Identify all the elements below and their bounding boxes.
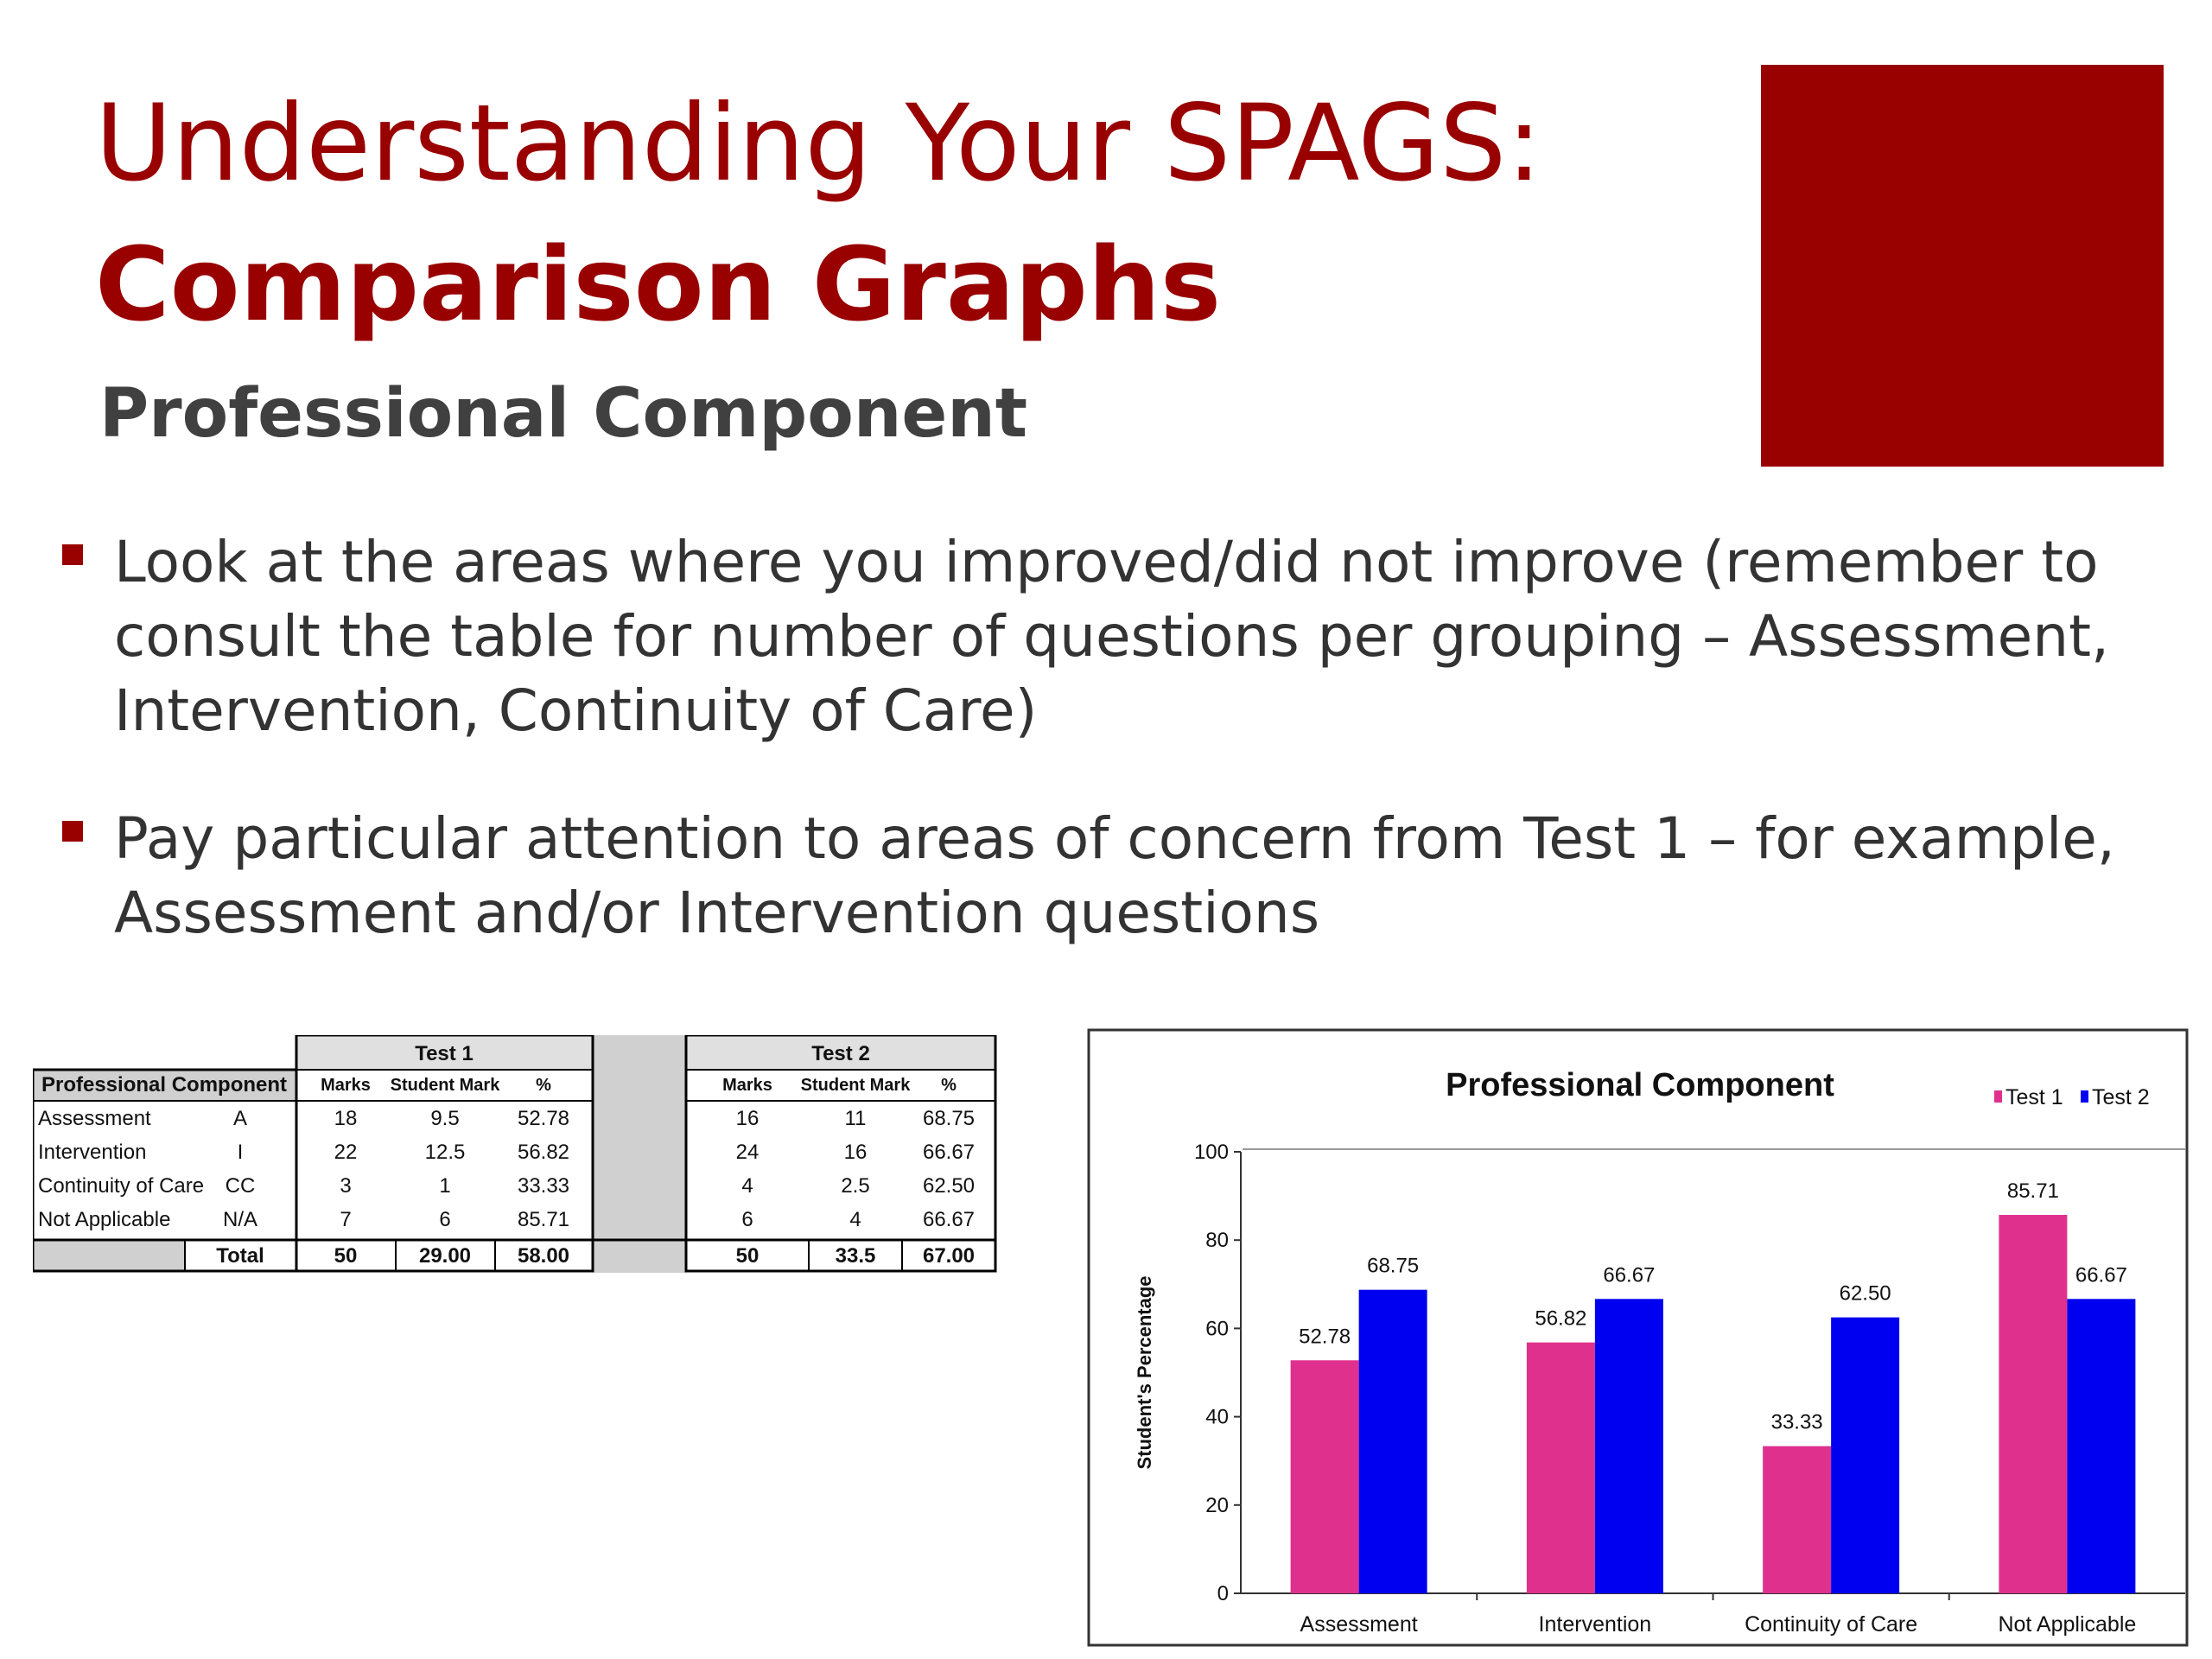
bar-test-2 xyxy=(1358,1289,1427,1593)
bar-test-1 xyxy=(1526,1342,1595,1593)
legend-label: Test 1 xyxy=(2005,1085,2063,1109)
bar-data-label: 56.82 xyxy=(1535,1307,1586,1331)
slide-title-line2: Comparison Graphs xyxy=(95,225,1222,344)
table-cell: 16 xyxy=(843,1141,868,1164)
table-cell: 6 xyxy=(439,1208,451,1231)
bar-data-label: 33.33 xyxy=(1771,1411,1823,1434)
bar-data-label: 62.50 xyxy=(1840,1282,1891,1306)
table-grid xyxy=(33,1035,997,1273)
bullet-list: Look at the areas where you improved/did… xyxy=(60,525,2152,1004)
table-cell: 4 xyxy=(741,1174,753,1198)
legend-swatch xyxy=(2081,1090,2088,1103)
bar-test-2 xyxy=(1594,1299,1663,1593)
bar-test-2 xyxy=(1831,1317,1900,1593)
table-total-cell: 33.5 xyxy=(835,1244,876,1268)
table-total-cell: 67.00 xyxy=(922,1244,976,1268)
bar-test-1 xyxy=(1763,1446,1832,1593)
table-row-name: Continuity of Care xyxy=(38,1174,205,1198)
x-tick-label: Assessment xyxy=(1300,1612,1418,1637)
table-col-marks: Marks xyxy=(722,1076,772,1095)
table-total-label: Total xyxy=(216,1244,264,1268)
y-tick-label: 80 xyxy=(1205,1229,1229,1252)
table-row-code: CC xyxy=(225,1174,256,1198)
bar-test-2 xyxy=(2067,1299,2136,1593)
chart-title: Professional Component xyxy=(1446,1067,1834,1103)
table-cell: 62.50 xyxy=(922,1174,976,1198)
table-test2-header: Test 2 xyxy=(811,1042,870,1065)
bar-data-label: 85.71 xyxy=(2007,1179,2059,1203)
bullet-text: Pay particular attention to areas of con… xyxy=(114,805,2115,946)
table-cell: 16 xyxy=(735,1107,760,1130)
table-total-cell: 29.00 xyxy=(418,1244,472,1268)
table-row-name: Not Applicable xyxy=(38,1208,171,1231)
table-cell: 68.75 xyxy=(922,1107,976,1130)
table-cell: 24 xyxy=(735,1141,760,1164)
table-cell: 12.5 xyxy=(424,1141,466,1164)
y-tick-label: 0 xyxy=(1217,1582,1229,1605)
table-cell: 52.78 xyxy=(517,1107,570,1130)
bar-test-1 xyxy=(1999,1215,2068,1593)
table-cell: 3 xyxy=(340,1174,352,1198)
y-tick-label: 40 xyxy=(1205,1406,1229,1429)
accent-block xyxy=(1761,65,2164,467)
table-total-cell: 50 xyxy=(334,1244,358,1268)
table-cell: 9.5 xyxy=(430,1107,460,1130)
table-cell: 22 xyxy=(334,1141,358,1164)
table-col-percent: % xyxy=(941,1076,957,1095)
bar-chart-svg: Professional Component Test 1 Test 2 0 20 40 6… xyxy=(1087,1028,2189,1647)
comparison-table: Test 1 Test 2 Professional Component Mar… xyxy=(33,1035,997,1273)
bar-data-label: 68.75 xyxy=(1367,1255,1419,1278)
legend-swatch xyxy=(1994,1090,2002,1103)
x-tick-label: Not Applicable xyxy=(1998,1612,2136,1637)
bullet-square-icon xyxy=(62,544,83,565)
y-tick-label: 60 xyxy=(1205,1317,1229,1340)
legend-label: Test 2 xyxy=(2092,1085,2150,1109)
table-col-student-mark: Student Mark xyxy=(800,1076,911,1095)
table-row-code: N/A xyxy=(222,1208,258,1231)
table-total-cell: 58.00 xyxy=(517,1244,570,1268)
table-total-cell: 50 xyxy=(735,1244,760,1268)
bullet-item: Pay particular attention to areas of con… xyxy=(60,802,2152,950)
bar-data-label: 66.67 xyxy=(2075,1263,2127,1287)
table-cell: 1 xyxy=(439,1174,451,1198)
table-col-marks: Marks xyxy=(321,1076,371,1095)
table-cell: 4 xyxy=(849,1208,861,1231)
table-test1-header: Test 1 xyxy=(415,1042,474,1065)
table-row-code: A xyxy=(232,1107,248,1130)
y-tick-label: 20 xyxy=(1205,1494,1229,1517)
table-cell: 11 xyxy=(844,1107,867,1130)
table-row-name: Intervention xyxy=(38,1141,147,1164)
table-row-code: I xyxy=(237,1141,244,1164)
y-axis-label: Student's Percentage xyxy=(1134,1275,1155,1469)
bar-test-1 xyxy=(1290,1360,1359,1593)
x-tick-label: Continuity of Care xyxy=(1745,1612,1917,1637)
bar-chart: Professional Component Test 1 Test 2 0 20 40 6… xyxy=(1087,1028,2189,1647)
slide-title-line1: Understanding Your SPAGS: xyxy=(95,82,1542,205)
table-col-percent: % xyxy=(536,1076,551,1095)
bullet-text: Look at the areas where you improved/did… xyxy=(114,529,2109,744)
table-cell: 7 xyxy=(340,1208,352,1231)
x-tick-label: Intervention xyxy=(1539,1612,1652,1637)
slide-subtitle: Professional Component xyxy=(99,375,1028,453)
bar-data-label: 66.67 xyxy=(1603,1263,1655,1287)
table-cell: 33.33 xyxy=(517,1174,570,1198)
table-cell: 66.67 xyxy=(922,1208,976,1231)
y-tick-label: 100 xyxy=(1194,1141,1229,1164)
table-col-student-mark: Student Mark xyxy=(390,1076,500,1095)
bullet-item: Look at the areas where you improved/did… xyxy=(60,525,2152,748)
table-cell: 56.82 xyxy=(517,1141,570,1164)
table-row-name: Assessment xyxy=(38,1107,151,1130)
table-cell: 18 xyxy=(334,1107,358,1130)
table-cell: 85.71 xyxy=(517,1208,570,1231)
bullet-square-icon xyxy=(62,821,83,842)
table-cell: 66.67 xyxy=(922,1141,976,1164)
table-cell: 2.5 xyxy=(841,1174,870,1198)
bar-data-label: 52.78 xyxy=(1299,1325,1351,1348)
table-cell: 6 xyxy=(741,1208,753,1231)
table-label-header: Professional Component xyxy=(41,1073,288,1096)
